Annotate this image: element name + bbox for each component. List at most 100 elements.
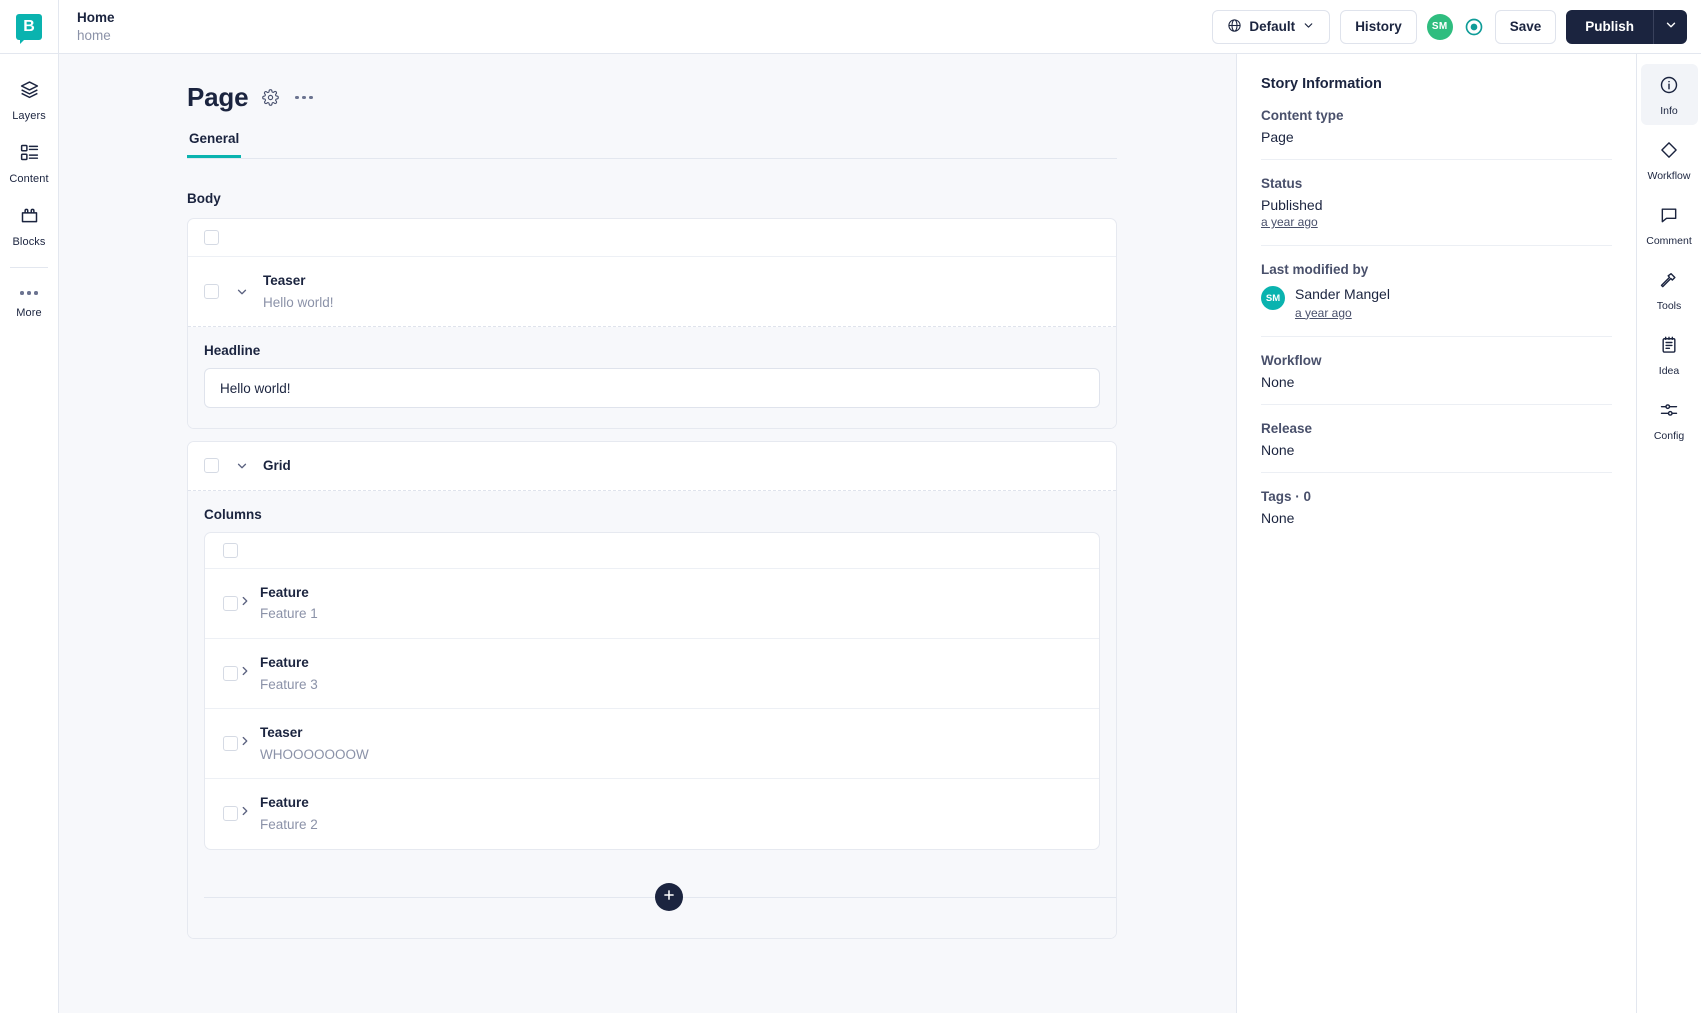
tool-item-tools[interactable]: Tools	[1641, 259, 1698, 320]
info-block-tags: Tags · 0 None	[1261, 471, 1612, 540]
chevron-right-icon[interactable]	[238, 594, 252, 613]
left-sidebar: B Layers Content	[0, 0, 59, 1013]
hammer-icon	[1659, 270, 1679, 295]
tab-general[interactable]: General	[187, 131, 242, 158]
sidebar-item-more[interactable]: More	[0, 272, 58, 328]
list-item[interactable]: Teaser WHOOOOOOOW	[205, 708, 1099, 778]
history-button[interactable]: History	[1340, 9, 1417, 44]
teaser-fields: Headline	[188, 327, 1116, 429]
chevron-right-icon[interactable]	[238, 804, 252, 823]
page-title: Page	[187, 82, 249, 112]
tool-item-idea[interactable]: Idea	[1641, 324, 1698, 385]
tool-item-label: Idea	[1658, 365, 1680, 377]
tool-item-label: Tools	[1656, 300, 1682, 312]
blok-subtitle: WHOOOOOOOW	[260, 746, 369, 762]
select-all-checkbox[interactable]	[223, 542, 238, 558]
sidebar-item-content[interactable]: Content	[0, 131, 58, 194]
publish-dropdown-button[interactable]	[1653, 9, 1687, 44]
space-selector-button[interactable]: Default	[1212, 9, 1331, 44]
gear-icon[interactable]	[262, 89, 280, 106]
body-field-label: Body	[187, 191, 221, 206]
page-options-icon[interactable]	[293, 90, 315, 106]
info-block-workflow: Workflow None	[1261, 335, 1612, 404]
tool-item-workflow[interactable]: Workflow	[1641, 129, 1698, 190]
chevron-down-icon[interactable]	[229, 285, 255, 299]
status-timestamp[interactable]: a year ago	[1261, 215, 1318, 229]
last-modified-user: SM Sander Mangel a year ago	[1261, 286, 1612, 322]
body-select-all-row	[188, 219, 1116, 257]
page-header: Page	[187, 82, 1236, 113]
info-label: Status	[1261, 176, 1303, 191]
tool-item-comment[interactable]: Comment	[1641, 194, 1698, 255]
info-icon	[1659, 75, 1679, 100]
tool-item-info[interactable]: Info	[1640, 64, 1698, 125]
blok-checkbox[interactable]	[223, 806, 238, 822]
info-label: Content type	[1261, 108, 1344, 123]
blok-row-grid[interactable]: Grid	[188, 442, 1116, 490]
modified-timestamp[interactable]: a year ago	[1295, 305, 1352, 320]
info-block-status: Status Published a year ago	[1261, 159, 1612, 245]
list-item[interactable]: Feature Feature 3	[205, 637, 1099, 708]
blok-checkbox[interactable]	[204, 458, 219, 474]
blok-checkbox[interactable]	[204, 284, 219, 300]
globe-icon	[1227, 18, 1242, 36]
logo-tail	[20, 37, 26, 44]
grid-bloks-card: Grid Columns	[187, 441, 1117, 939]
blok-name: Grid	[263, 458, 291, 474]
blok-row-teaser[interactable]: Teaser Hello world!	[188, 257, 1116, 327]
info-block-release: Release None	[1261, 403, 1612, 472]
blok-name: Feature	[260, 795, 309, 811]
top-toolbar: Home home Default History SM	[59, 0, 1701, 54]
more-icon	[20, 283, 38, 302]
blok-subtitle: Feature 1	[260, 606, 318, 622]
info-block-content-type: Content type Page	[1261, 92, 1612, 159]
chevron-down-icon[interactable]	[229, 459, 255, 473]
tool-item-config[interactable]: Config	[1641, 389, 1698, 450]
sidebar-item-layers[interactable]: Layers	[0, 68, 58, 131]
presence-indicator-icon[interactable]	[1463, 16, 1485, 38]
avatar[interactable]: SM	[1426, 13, 1453, 40]
headline-input[interactable]	[204, 368, 1100, 409]
blok-name: Teaser	[263, 273, 306, 288]
blok-labels: Feature Feature 2	[260, 792, 318, 835]
blok-checkbox[interactable]	[223, 666, 238, 682]
sidebar-item-label: Content	[9, 173, 49, 185]
chevron-right-icon[interactable]	[238, 664, 252, 683]
body-bloks-card: Teaser Hello world! Headline	[187, 218, 1117, 430]
breadcrumb-slug: home	[77, 27, 111, 43]
chevron-down-icon	[1664, 18, 1678, 35]
blok-name: Teaser	[260, 725, 303, 741]
list-item[interactable]: Feature Feature 1	[205, 569, 1099, 638]
tool-sidebar: Info Workflow Comment T	[1636, 54, 1701, 1013]
user-name: Sander Mangel	[1295, 286, 1390, 302]
sidebar-item-blocks[interactable]: Blocks	[0, 194, 58, 257]
sidebar-item-label: More	[16, 306, 42, 319]
select-all-checkbox[interactable]	[204, 230, 219, 245]
headline-field-label: Headline	[204, 343, 261, 359]
tool-item-label: Info	[1660, 105, 1678, 117]
sliders-icon	[1659, 400, 1679, 425]
blok-name: Feature	[260, 654, 309, 670]
storyblok-logo[interactable]: B	[0, 0, 58, 54]
add-blok-button[interactable]	[655, 882, 683, 911]
info-label: Workflow	[1261, 352, 1322, 368]
blocks-icon	[19, 205, 40, 231]
space-selector-label: Default	[1249, 19, 1296, 34]
sidebar-divider	[10, 267, 48, 268]
info-value: None	[1261, 509, 1295, 526]
blok-checkbox[interactable]	[223, 736, 238, 752]
diamond-icon	[1659, 140, 1679, 165]
blok-checkbox[interactable]	[223, 595, 238, 611]
publish-button[interactable]: Publish	[1566, 9, 1653, 44]
save-button[interactable]: Save	[1494, 9, 1557, 44]
plus-icon	[662, 888, 676, 905]
blok-labels: Feature Feature 3	[260, 652, 318, 695]
blok-subtitle: Hello world!	[263, 294, 334, 310]
chevron-right-icon[interactable]	[238, 734, 252, 753]
blok-subtitle: Feature 3	[260, 676, 318, 692]
list-item[interactable]: Feature Feature 2	[205, 778, 1099, 848]
blok-labels: Feature Feature 1	[260, 582, 318, 625]
blok-labels: Teaser Hello world!	[263, 270, 334, 313]
tool-item-label: Comment	[1646, 235, 1692, 247]
